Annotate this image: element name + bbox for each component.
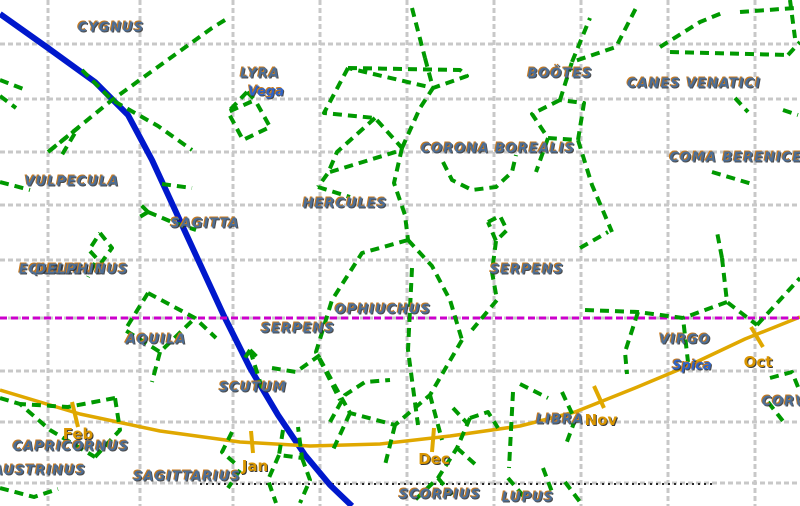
ecliptic-tick-nov	[592, 385, 606, 409]
constellation-line-hercules	[316, 116, 377, 189]
constellation-line-hercules	[322, 67, 404, 150]
constellation-line-coma-berenices	[782, 108, 799, 117]
constellation-line-aquila	[147, 291, 218, 340]
constellation-line-libra	[507, 391, 515, 469]
constellation-line-virgo	[584, 308, 690, 363]
constellation-line-virgo	[720, 257, 759, 327]
constellation-line-lyra	[226, 90, 272, 142]
constellation-line-ophiuchus	[406, 267, 420, 426]
ecliptic-tick-feb	[70, 401, 80, 428]
constellation-line-canes-venatici	[786, 40, 800, 57]
ecliptic-month-ticks	[70, 325, 765, 454]
ecliptic-tick-oct	[749, 325, 765, 349]
constellation-line-delphinus	[86, 262, 97, 278]
constellation-line-serpens-caput	[470, 240, 499, 332]
constellation-line-hercules	[410, 7, 427, 59]
constellation-line-scutum-arrow	[248, 349, 264, 389]
constellation-line-canes-venatici	[739, 6, 796, 14]
constellation-line-coma-berenices	[733, 96, 750, 114]
constellation-line-scorpius	[469, 410, 500, 430]
constellation-line-bootes	[530, 98, 586, 142]
constellation-line-serpens-caput	[486, 214, 509, 243]
constellation-line-ophiuchus	[330, 412, 352, 453]
constellation-line-sagittarius	[226, 468, 242, 490]
constellation-line-sagitta	[147, 210, 197, 232]
constellation-line-cygnus	[46, 126, 80, 160]
constellation-line-ophiuchus	[314, 238, 409, 401]
constellation-line-capricornus	[19, 396, 116, 409]
ecliptic-tick-jan	[249, 430, 255, 454]
constellation-line-virgo	[715, 231, 724, 259]
constellation-line-virgo	[682, 300, 728, 320]
constellation-line-canes-venatici	[788, 0, 797, 39]
constellation-line-ophiuchus	[428, 394, 444, 441]
constellation-line-serpens-cauda	[271, 353, 322, 374]
constellation-line-hercules	[347, 66, 469, 90]
constellation-line-corona-borealis	[441, 154, 518, 192]
constellation-line-libra	[560, 391, 577, 448]
constellation-line-ophiuchus	[383, 424, 397, 466]
constellation-line-sagitta	[136, 210, 150, 220]
constellation-line-sagittarius	[298, 457, 312, 504]
ecliptic-line	[0, 315, 800, 448]
constellation-line-virgo	[623, 311, 640, 375]
constellation-line-coma-berenices	[711, 170, 753, 186]
constellation-line-hercules	[329, 148, 403, 174]
constellation-line-ophiuchus	[314, 338, 464, 427]
constellation-line-hercules	[392, 147, 410, 241]
constellation-line-hercules	[317, 185, 351, 199]
constellation-line-libra	[519, 382, 549, 400]
constellation-line-serpens-cauda	[328, 378, 391, 423]
constellation-line-corvus	[769, 370, 800, 393]
constellation-line-scorpius	[436, 476, 454, 497]
constellation-line-scorpius	[451, 406, 469, 425]
constellation-line-canes-venatici	[658, 11, 723, 49]
constellation-line-lupus	[506, 476, 527, 500]
constellation-line-canes-venatici	[669, 50, 789, 57]
constellation-line-scutum-arrow	[248, 348, 261, 361]
constellation-line-scorpius	[413, 417, 472, 502]
constellation-line-lyra	[226, 90, 249, 114]
constellation-line-piscis-austrinus	[0, 486, 59, 499]
constellation-line-bootes	[570, 17, 592, 63]
constellation-line-bootes	[576, 139, 614, 233]
constellation-line-cygnus	[80, 68, 194, 152]
constellation-line-sagittarius	[220, 431, 240, 468]
constellation-line-ophiuchus	[406, 238, 464, 341]
constellation-line-aquila	[123, 291, 197, 354]
constellation-line-scorpius	[455, 446, 478, 467]
constellation-line-lupus	[563, 480, 582, 504]
constellation-line-sagittarius	[266, 454, 281, 504]
constellation-line-corvus	[766, 400, 788, 427]
constellation-line-delphinus	[87, 231, 114, 265]
constellation-line-scutum-arrow	[241, 348, 252, 363]
ecliptic	[0, 315, 800, 448]
constellation-line-capricornus	[93, 397, 122, 459]
constellation-line-serpens-caput	[579, 230, 609, 250]
constellation-line-cygnus	[46, 18, 227, 154]
constellation-line-cygnus	[0, 94, 18, 110]
constellation-line-sagittarius	[277, 426, 304, 460]
constellation-line-virgo	[755, 276, 800, 327]
constellation-line-vulpecula	[0, 180, 31, 192]
constellation-line-bootes	[534, 137, 550, 173]
constellation-line-aquila	[150, 351, 162, 383]
constellation-line-vulpecula	[161, 182, 193, 190]
constellation-line-lupus	[541, 467, 554, 493]
constellation-line-hercules	[423, 57, 435, 89]
ecliptic-tick-dec	[430, 427, 436, 453]
constellation-line-bootes	[558, 7, 638, 101]
constellation-line-cygnus	[0, 78, 27, 92]
